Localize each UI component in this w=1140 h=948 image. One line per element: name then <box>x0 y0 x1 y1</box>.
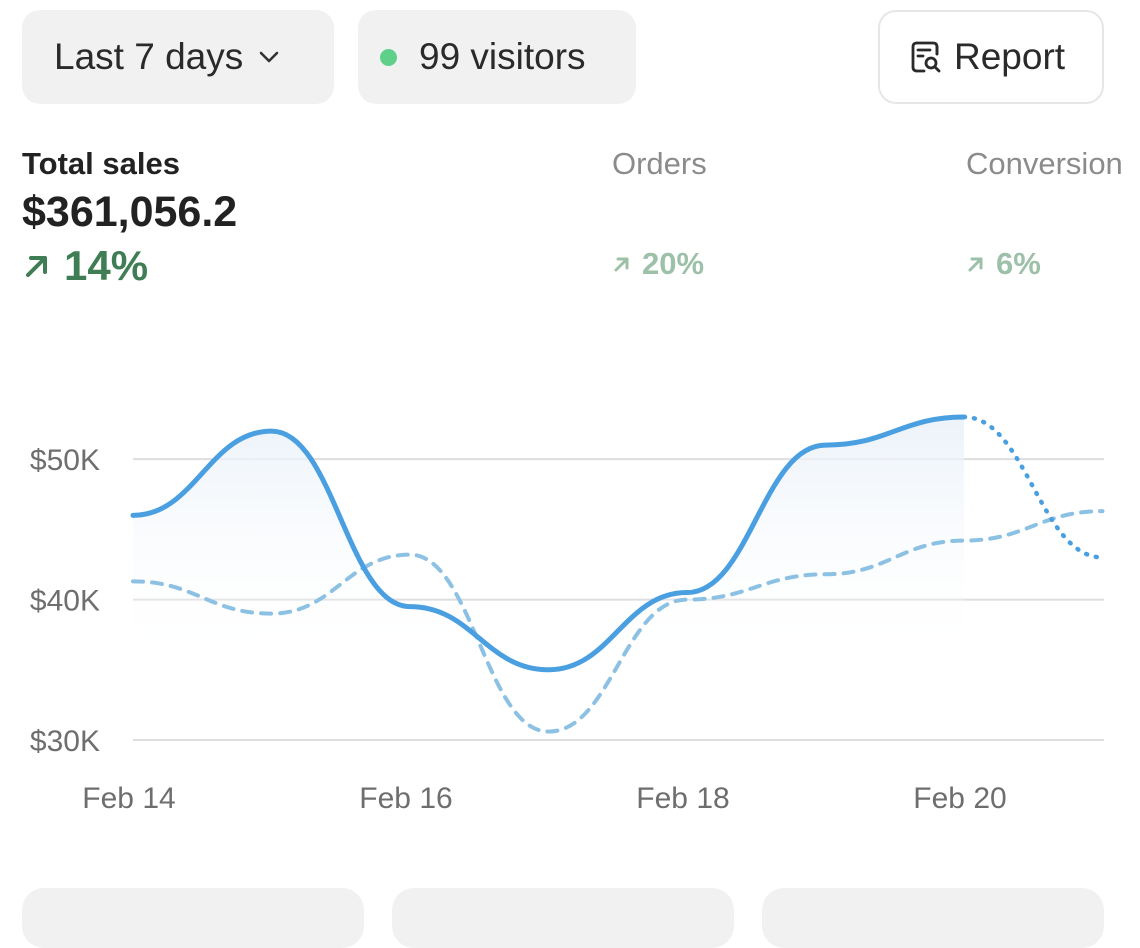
series-line-previous <box>131 509 1105 734</box>
bottom-card[interactable] <box>22 888 364 948</box>
report-button[interactable]: Report <box>878 10 1104 104</box>
metric-conversion[interactable]: Conversion 6% <box>966 142 1123 282</box>
orders-label: Orders <box>612 146 707 181</box>
report-label: Report <box>954 36 1066 77</box>
metric-total-sales[interactable]: Total sales $361,056.2 14% <box>22 142 237 290</box>
total-sales-value: $361,056.2 <box>22 188 238 236</box>
bottom-card[interactable] <box>762 888 1104 948</box>
conversion-label: Conversion <box>966 146 1123 181</box>
total-sales-change-value: 14% <box>64 242 149 289</box>
y-tick-label: $40K <box>30 585 100 618</box>
orders-change-value: 20% <box>642 246 705 281</box>
arrow-up-right-icon <box>612 254 632 274</box>
live-status-dot-icon <box>380 48 397 66</box>
report-search-icon <box>908 39 944 75</box>
x-tick-label: Feb 16 <box>359 782 452 815</box>
orders-change: 20% <box>612 246 707 282</box>
date-range-label: Last 7 days <box>54 36 244 77</box>
arrow-up-right-icon <box>22 251 52 281</box>
series-area <box>133 417 964 670</box>
arrow-up-right-icon <box>966 254 986 274</box>
conversion-change: 6% <box>966 246 1123 282</box>
conversion-change-value: 6% <box>996 246 1041 281</box>
y-tick-label: $50K <box>30 444 100 477</box>
date-range-dropdown[interactable]: Last 7 days <box>22 10 334 104</box>
bottom-card[interactable] <box>392 888 734 948</box>
series-line-current <box>130 414 967 673</box>
metric-orders[interactable]: Orders 20% <box>612 142 707 282</box>
x-tick-label: Feb 18 <box>636 782 729 815</box>
y-tick-label: $30K <box>30 725 100 758</box>
visitors-badge[interactable]: 99 visitors <box>358 10 636 104</box>
sales-line-chart[interactable]: $30K $40K $50K Feb 14 Feb 16 Feb 18 Feb 20 <box>0 330 1140 830</box>
x-tick-label: Feb 20 <box>913 782 1006 815</box>
x-tick-label: Feb 14 <box>82 782 175 815</box>
total-sales-label: Total sales <box>22 146 180 181</box>
total-sales-change: 14% <box>22 242 237 290</box>
series-line-current-projected <box>961 414 1105 560</box>
chevron-down-icon <box>257 49 281 65</box>
visitors-label: 99 visitors <box>419 36 586 77</box>
